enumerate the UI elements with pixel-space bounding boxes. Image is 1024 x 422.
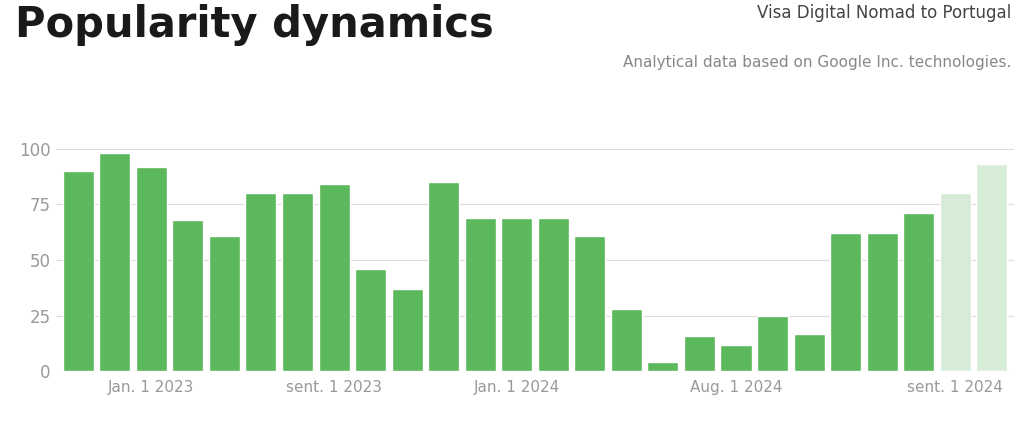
Bar [428, 182, 459, 371]
Bar [794, 333, 824, 371]
Bar [721, 345, 752, 371]
Bar [465, 218, 496, 371]
Bar [501, 218, 532, 371]
Bar [172, 220, 204, 371]
Bar [246, 193, 276, 371]
Text: Analytical data based on Google Inc. technologies.: Analytical data based on Google Inc. tec… [624, 55, 1012, 70]
Bar [647, 362, 679, 371]
Bar [830, 233, 861, 371]
Bar [611, 309, 642, 371]
Bar [355, 269, 386, 371]
Bar [866, 233, 898, 371]
Bar [209, 235, 240, 371]
Bar [976, 165, 1008, 371]
Bar [684, 336, 715, 371]
Bar [903, 214, 934, 371]
Text: Visa Digital Nomad to Portugal: Visa Digital Nomad to Portugal [758, 4, 1012, 22]
Bar [538, 218, 569, 371]
Bar [99, 153, 130, 371]
Bar [940, 193, 971, 371]
Bar [574, 235, 605, 371]
Bar [136, 167, 167, 371]
Text: Popularity dynamics: Popularity dynamics [15, 4, 495, 46]
Bar [282, 193, 313, 371]
Bar [318, 184, 349, 371]
Bar [62, 171, 94, 371]
Bar [757, 316, 788, 371]
Bar [391, 289, 423, 371]
